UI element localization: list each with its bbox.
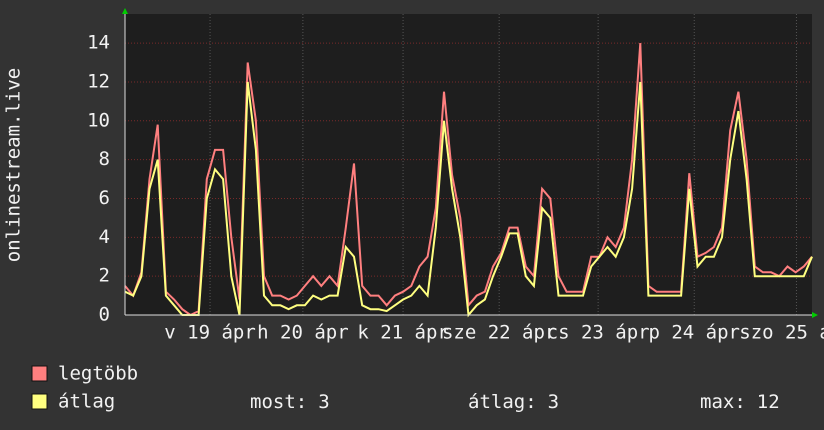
y-tick-label: 6: [99, 187, 110, 209]
x-tick-label: k 21 ápr: [357, 322, 449, 344]
stat: átlag: 3: [468, 391, 559, 413]
y-tick-label: 12: [87, 70, 110, 92]
stat-value: 12: [757, 391, 780, 413]
stat-label: most:: [250, 391, 307, 413]
legend-label: átlag: [58, 391, 115, 413]
stat: max: 12: [700, 391, 780, 413]
x-tick-label: szo 25 ápr: [739, 322, 824, 344]
y-tick-label: 2: [99, 265, 110, 287]
legend-swatch: [31, 393, 48, 410]
axis-arrow: [812, 312, 818, 318]
plot-area: [125, 14, 812, 315]
y-tick-label: 14: [87, 32, 110, 54]
stat-value: 3: [548, 391, 559, 413]
legend: legtöbb átlag most: 3 átlag: 3 max: 12: [31, 363, 780, 413]
stat-label: max:: [700, 391, 746, 413]
stat: most: 3: [250, 391, 330, 413]
legend-swatch: [31, 365, 48, 382]
x-tick-label: cs 23 ápr: [547, 322, 650, 344]
x-tick-label: sze 22 ápr: [442, 322, 556, 344]
stat-value: 3: [318, 391, 329, 413]
x-tick-label: v 19 ápr: [164, 322, 256, 344]
x-tick-label: h 20 ápr: [257, 322, 349, 344]
axis-arrow: [122, 8, 128, 14]
y-tick-label: 8: [99, 148, 110, 170]
stat-label: átlag:: [468, 391, 537, 413]
y-tick-label: 4: [99, 226, 110, 248]
y-tick-label: 10: [87, 109, 110, 131]
legend-label: legtöbb: [58, 363, 138, 385]
y-tick-label: 0: [99, 304, 110, 326]
x-tick-label: p 24 ápr: [648, 322, 740, 344]
y-axis-label: onlinestream.live: [3, 68, 25, 262]
